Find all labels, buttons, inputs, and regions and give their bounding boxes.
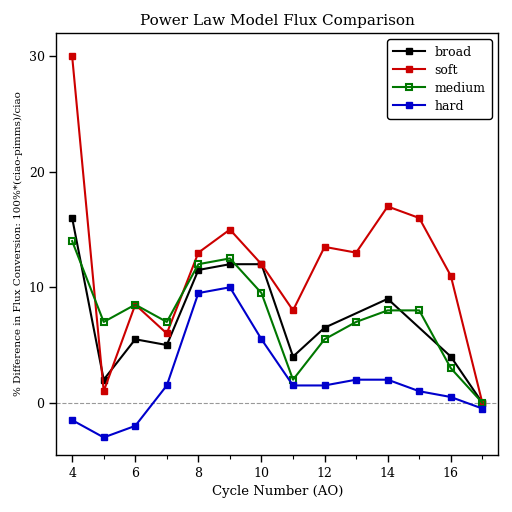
soft (69, 53, 75, 59)
broad (447, 353, 454, 359)
soft (101, 388, 107, 394)
medium (227, 255, 233, 262)
medium (101, 319, 107, 325)
hard (227, 284, 233, 290)
soft (385, 203, 391, 209)
Line: broad: broad (69, 215, 486, 406)
soft (195, 249, 201, 255)
medium (479, 400, 485, 406)
soft (447, 273, 454, 279)
broad (195, 267, 201, 273)
X-axis label: Cycle Number (AO): Cycle Number (AO) (211, 485, 343, 498)
soft (259, 261, 265, 267)
hard (416, 388, 422, 394)
broad (69, 215, 75, 221)
hard (69, 417, 75, 423)
Line: soft: soft (69, 53, 486, 406)
medium (164, 319, 170, 325)
hard (447, 394, 454, 400)
Legend: broad, soft, medium, hard: broad, soft, medium, hard (387, 39, 492, 119)
broad (259, 261, 265, 267)
hard (101, 434, 107, 440)
Line: hard: hard (69, 284, 486, 441)
medium (322, 336, 328, 343)
soft (227, 226, 233, 232)
medium (195, 261, 201, 267)
broad (479, 400, 485, 406)
hard (353, 377, 359, 383)
hard (322, 382, 328, 389)
Line: medium: medium (69, 238, 486, 406)
medium (259, 290, 265, 296)
broad (290, 353, 296, 359)
medium (290, 377, 296, 383)
Title: Power Law Model Flux Comparison: Power Law Model Flux Comparison (140, 14, 415, 28)
medium (353, 319, 359, 325)
soft (479, 400, 485, 406)
medium (385, 307, 391, 313)
soft (416, 215, 422, 221)
medium (416, 307, 422, 313)
medium (447, 365, 454, 371)
hard (132, 423, 138, 429)
hard (385, 377, 391, 383)
soft (164, 330, 170, 336)
soft (353, 249, 359, 255)
broad (164, 342, 170, 348)
soft (132, 302, 138, 308)
broad (132, 336, 138, 343)
hard (259, 336, 265, 343)
medium (132, 302, 138, 308)
broad (322, 325, 328, 331)
broad (227, 261, 233, 267)
medium (69, 238, 75, 244)
soft (322, 244, 328, 250)
broad (385, 296, 391, 302)
hard (195, 290, 201, 296)
hard (164, 382, 170, 389)
broad (101, 377, 107, 383)
hard (479, 406, 485, 412)
Y-axis label: % Difference in Flux Conversion: 100%*(ciao-pimms)/ciao: % Difference in Flux Conversion: 100%*(c… (14, 92, 23, 396)
hard (290, 382, 296, 389)
soft (290, 307, 296, 313)
